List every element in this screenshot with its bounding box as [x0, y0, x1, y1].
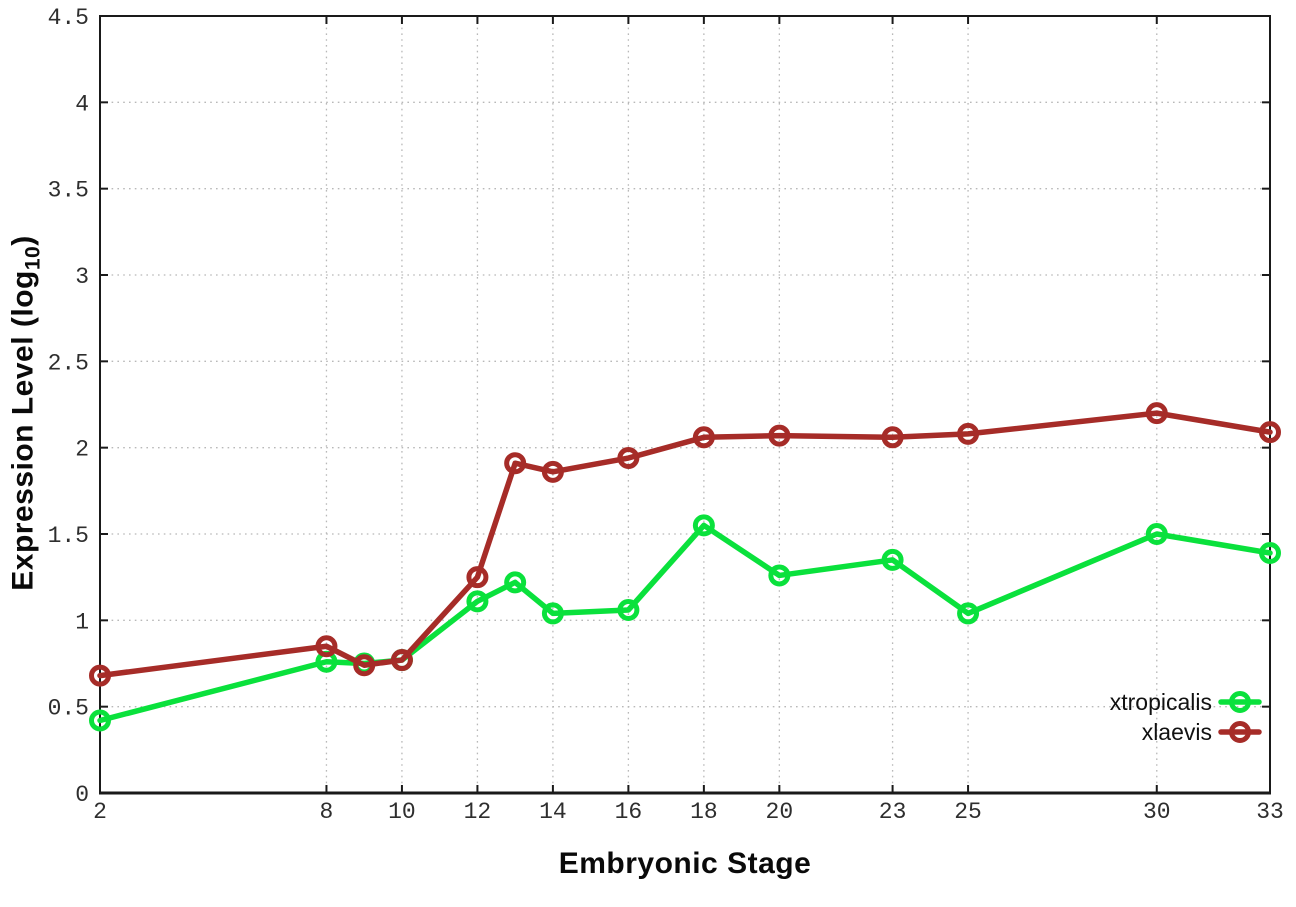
data-point-xlaevis: [1145, 402, 1168, 425]
data-point-xlaevis: [692, 426, 715, 449]
y-axis-title-text: Expression Level (log: [6, 270, 40, 591]
x-tick-label: 2: [93, 799, 107, 825]
x-tick-label: 12: [464, 799, 492, 825]
series-line-xtropicalis: [97, 522, 1273, 724]
data-point-xlaevis: [89, 664, 111, 687]
x-tick-label: 14: [539, 799, 567, 825]
x-tick-label: 16: [615, 799, 643, 825]
y-axis-title-close: ): [6, 235, 40, 246]
y-axis-title: Expression Level (log10): [7, 235, 46, 590]
data-point-xlaevis: [881, 426, 904, 449]
data-point-xlaevis: [504, 452, 527, 475]
y-tick-label: 4: [75, 91, 89, 117]
x-tick-label: 20: [766, 799, 794, 825]
x-tick-label: 25: [954, 799, 982, 825]
x-tick-label: 23: [879, 799, 907, 825]
y-tick-label: 2.5: [48, 350, 89, 376]
data-point-xtropicalis: [768, 564, 791, 587]
legend-label-xlaevis: xlaevis: [1142, 719, 1212, 745]
y-tick-label: 3: [75, 264, 89, 290]
x-tick-label: 10: [388, 799, 416, 825]
data-point-xlaevis: [353, 654, 376, 677]
x-tick-label: 30: [1143, 799, 1171, 825]
y-axis-title-subscript: 10: [21, 245, 45, 271]
x-tick-label: 18: [690, 799, 718, 825]
data-point-xtropicalis: [617, 598, 640, 621]
y-tick-label: 4.5: [48, 5, 89, 31]
y-tick-label: 1: [75, 609, 89, 635]
y-tick-label: 0: [75, 782, 89, 808]
x-axis-title: Embryonic Stage: [558, 847, 812, 880]
data-point-xtropicalis: [957, 602, 980, 625]
x-tick-label: 8: [320, 799, 334, 825]
data-point-xlaevis: [957, 422, 980, 445]
legend-sample-marker-xlaevis: [1229, 721, 1251, 743]
data-point-xtropicalis: [504, 571, 527, 594]
data-point-xtropicalis: [89, 709, 111, 732]
data-point-xtropicalis: [692, 514, 715, 537]
y-tick-label: 1.5: [48, 523, 89, 549]
data-point-xlaevis: [315, 635, 338, 658]
data-point-xtropicalis: [1259, 541, 1281, 564]
x-tick-label: 33: [1256, 799, 1284, 825]
legend-label-xtropicalis: xtropicalis: [1110, 689, 1212, 715]
y-tick-label: 2: [75, 437, 89, 463]
data-point-xtropicalis: [1145, 523, 1168, 545]
data-point-xlaevis: [617, 447, 640, 470]
data-point-xlaevis: [1259, 421, 1281, 444]
data-point-xlaevis: [541, 460, 564, 483]
y-tick-label: 0.5: [48, 696, 89, 722]
data-point-xtropicalis: [881, 548, 904, 571]
data-point-xtropicalis: [466, 590, 489, 613]
legend-sample-marker-xtropicalis: [1229, 691, 1251, 713]
data-point-xlaevis: [466, 566, 489, 589]
y-tick-label: 3.5: [48, 178, 89, 204]
data-point-xlaevis: [768, 424, 791, 447]
data-point-xlaevis: [390, 649, 413, 672]
data-point-xtropicalis: [541, 602, 564, 625]
